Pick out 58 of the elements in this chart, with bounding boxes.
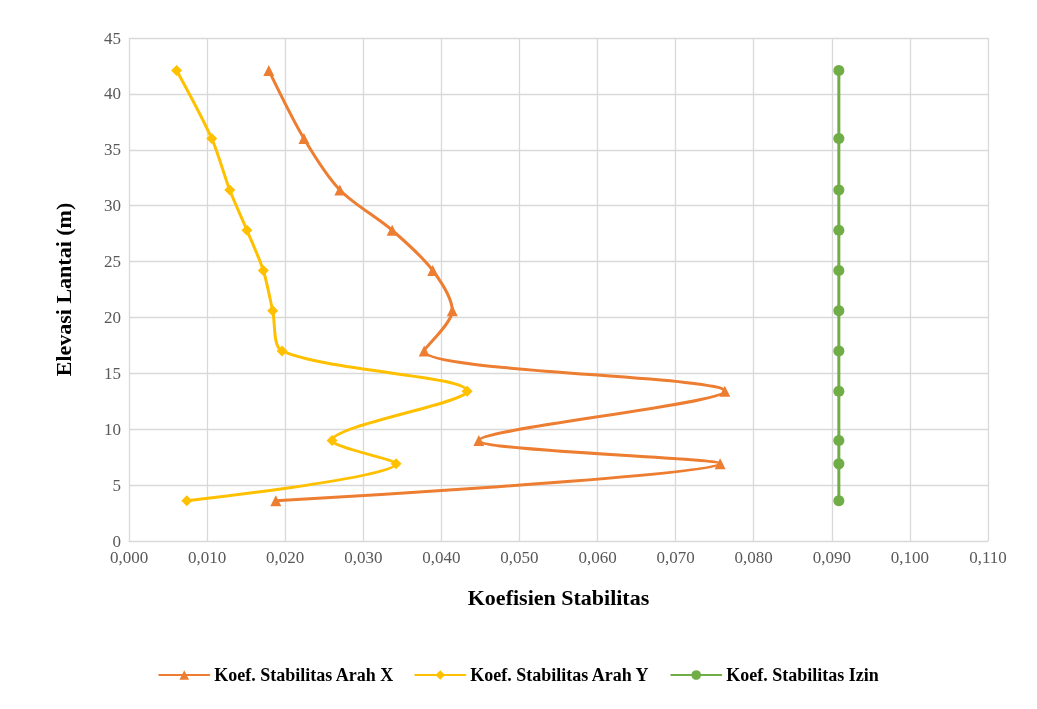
y-tick-label: 10	[104, 419, 121, 439]
point	[418, 345, 430, 357]
point	[833, 305, 845, 317]
y-tick-label: 15	[104, 363, 121, 383]
point	[241, 224, 253, 236]
point	[276, 345, 288, 357]
legend-label: Koef. Stabilitas Izin	[726, 665, 879, 685]
y-tick-label: 35	[104, 140, 121, 160]
y-tick-label: 0	[112, 531, 121, 551]
point	[473, 434, 485, 446]
x-tick-label: 0,060	[578, 548, 617, 567]
point	[833, 345, 845, 357]
point	[833, 184, 845, 196]
x-tick-label: 0,100	[890, 548, 930, 567]
point	[181, 495, 193, 507]
point	[326, 434, 338, 446]
x-tick-label: 0,050	[500, 548, 539, 567]
point	[833, 224, 845, 236]
point	[224, 184, 236, 196]
y-tick-label: 5	[112, 475, 121, 495]
point	[390, 458, 402, 470]
x-tick-label: 0,040	[422, 548, 461, 567]
point	[263, 64, 275, 76]
x-tick-label: 0,000	[109, 548, 149, 567]
point	[386, 224, 398, 236]
point	[833, 265, 845, 276]
point	[833, 495, 845, 507]
point	[833, 458, 845, 470]
point	[833, 64, 845, 76]
x-tick-label: 0,080	[734, 548, 773, 567]
point	[833, 434, 845, 446]
point	[833, 385, 845, 397]
point	[719, 385, 731, 397]
x-tick-label: 0,020	[266, 548, 305, 567]
point	[461, 385, 473, 397]
x-tick-label: 0,090	[812, 548, 851, 567]
legend-label: Koef. Stabilitas Arah X	[214, 665, 394, 685]
point	[427, 265, 439, 276]
x-tick-label: 0,030	[344, 548, 383, 567]
y-tick-label: 25	[104, 252, 121, 272]
point	[257, 265, 269, 276]
x-tick-label: 0,010	[187, 548, 227, 567]
x-tick-label: 0,070	[656, 548, 695, 567]
x-axis-title: Koefisien Stabilitas	[467, 584, 650, 610]
y-axis-title: Elevasi Lantai (m)	[50, 202, 76, 377]
point	[298, 133, 310, 145]
legend-label: Koef. Stabilitas Arah Y	[470, 665, 649, 685]
x-tick-label: 0,110	[969, 548, 1007, 567]
point	[270, 495, 282, 507]
y-tick-label: 20	[104, 307, 121, 327]
point	[206, 133, 218, 145]
point	[171, 64, 183, 76]
point	[833, 133, 845, 145]
point	[714, 458, 726, 470]
y-tick-label: 40	[104, 84, 121, 104]
y-tick-label: 30	[104, 196, 121, 216]
point	[267, 305, 279, 317]
y-tick-label: 45	[104, 28, 121, 48]
